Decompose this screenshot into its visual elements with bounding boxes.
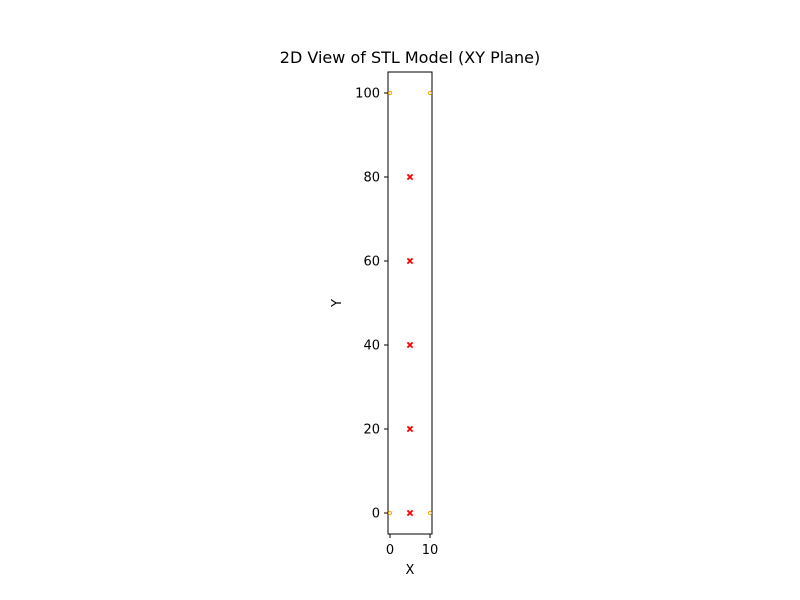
data-point-x: [406, 173, 414, 181]
x-tick-label: 0: [386, 543, 394, 558]
x-axis-label: X: [406, 563, 415, 578]
y-axis-label: Y: [330, 299, 345, 308]
chart-title: 2D View of STL Model (XY Plane): [280, 48, 540, 67]
data-point-circle: [387, 510, 393, 516]
plot-area: [387, 71, 433, 535]
y-tick-label: 20: [363, 423, 380, 438]
data-point-x: [406, 425, 414, 433]
y-axis-ticks: 0 20 40 60 80 100: [355, 87, 388, 522]
data-point-x: [406, 341, 414, 349]
axes-frame: [387, 71, 433, 535]
y-tick-label: 0: [372, 507, 380, 522]
x-axis-ticks: 0 10: [386, 534, 438, 558]
data-point-circle: [427, 90, 433, 96]
data-point-x: [406, 257, 414, 265]
points-layer: [387, 90, 433, 517]
y-tick-label: 100: [355, 87, 380, 102]
y-tick-label: 60: [363, 255, 380, 270]
data-point-circle: [387, 90, 393, 96]
y-tick-label: 40: [363, 339, 380, 354]
x-tick-label: 10: [422, 543, 439, 558]
data-point-x: [406, 509, 414, 517]
y-tick-label: 80: [363, 171, 380, 186]
data-point-circle: [427, 510, 433, 516]
